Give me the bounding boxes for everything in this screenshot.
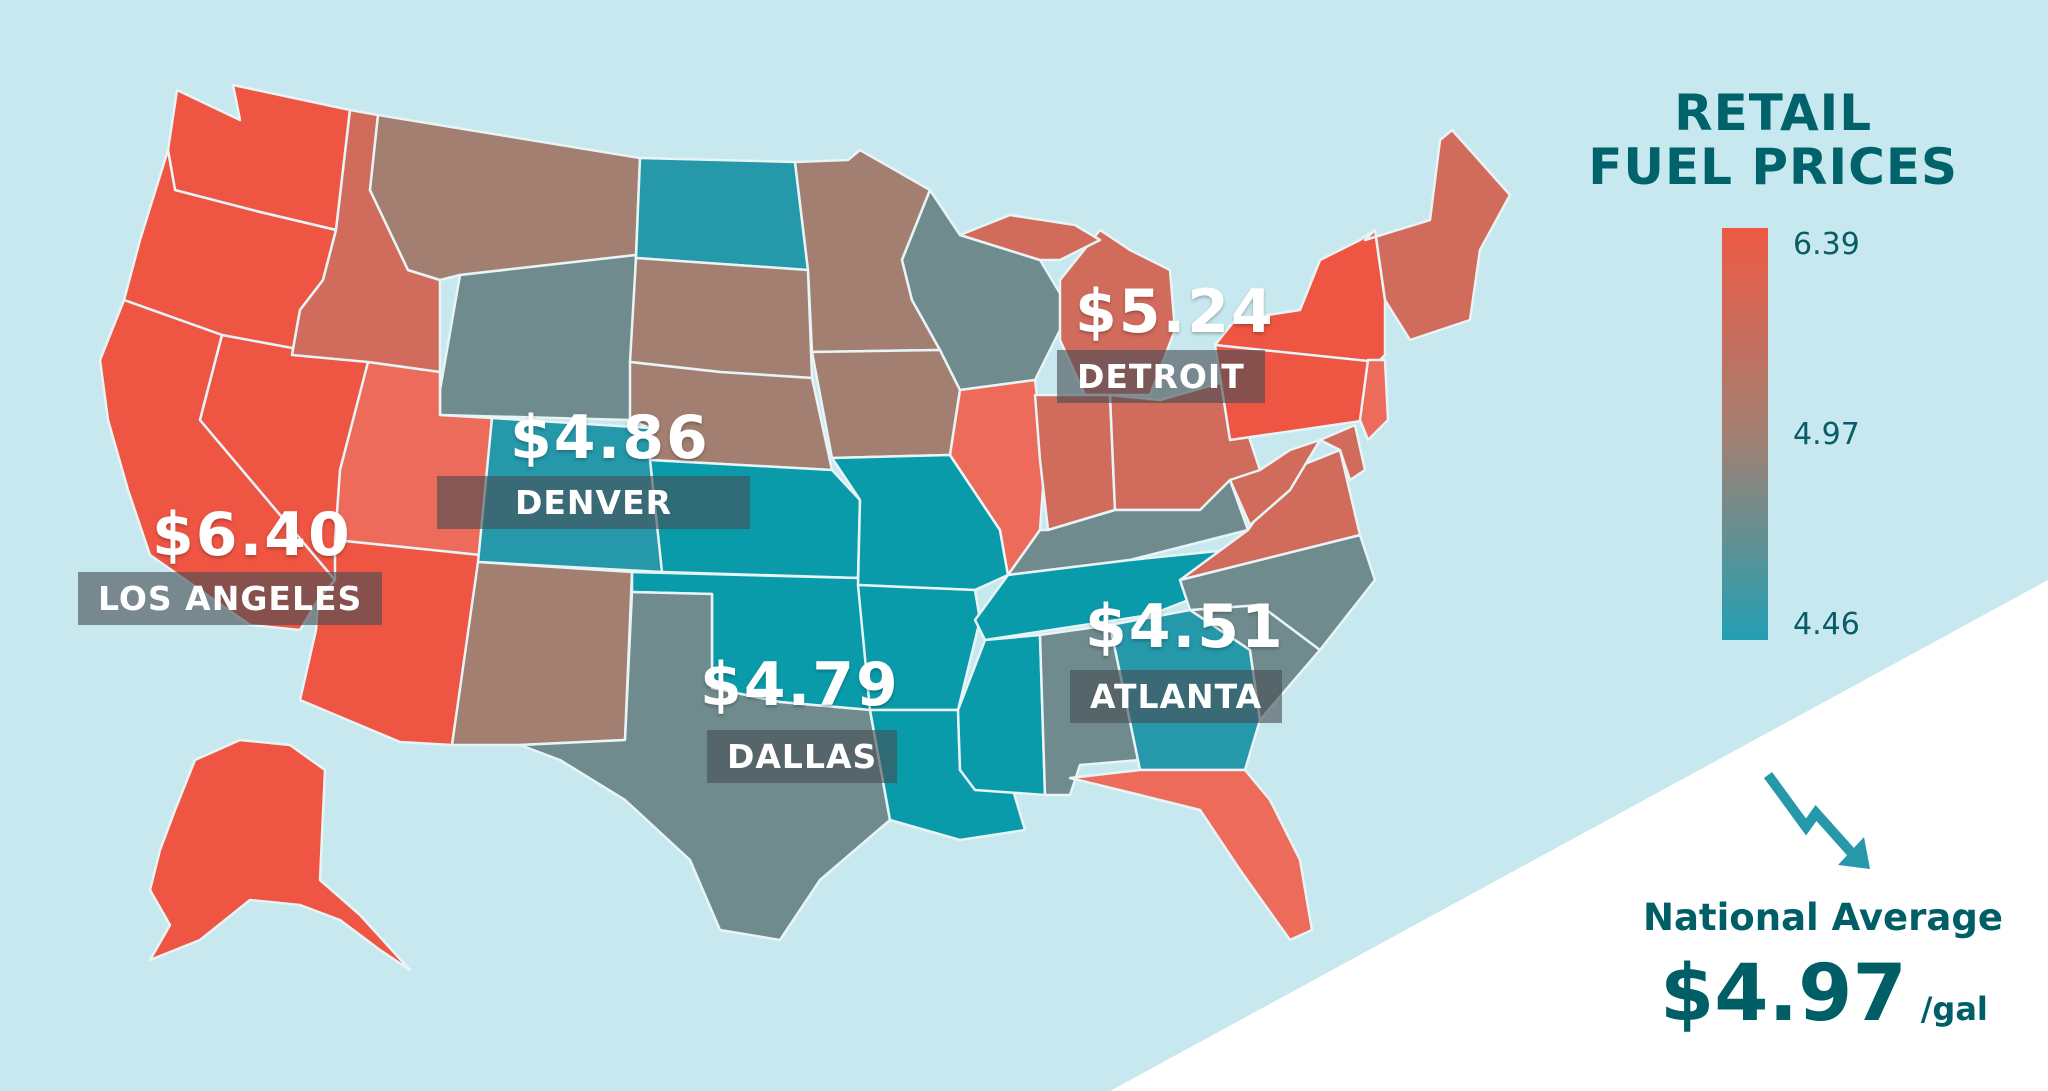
city-price-denver: $4.86	[510, 403, 710, 473]
state-new-mexico	[450, 560, 634, 747]
state-north-dakota	[634, 156, 810, 272]
down-trend-arrow-icon	[1763, 772, 1870, 869]
national-average-label: National Average	[1643, 896, 2003, 939]
legend-title-line1: RETAIL	[1674, 84, 1873, 142]
state-arkansas	[856, 583, 982, 712]
city-price-atlanta: $4.51	[1085, 592, 1285, 662]
national-average-unit: /gal	[1920, 990, 1988, 1028]
city-label-dallas: DALLAS	[707, 730, 898, 783]
legend-min-label: 4.46	[1793, 607, 1860, 642]
state-wisconsin	[900, 188, 1072, 392]
state-texas	[518, 590, 892, 942]
state-virginia	[1178, 448, 1362, 582]
city-price-los-angeles: $6.40	[152, 500, 352, 570]
state-iowa	[810, 348, 962, 460]
state-montana	[368, 113, 642, 282]
state-south-dakota	[628, 256, 814, 380]
legend-title-line2: FUEL PRICES	[1588, 138, 1958, 196]
state-michigan-upper	[958, 213, 1102, 262]
national-average-value: $4.97	[1660, 949, 1907, 1039]
state-wyoming	[438, 253, 638, 422]
city-label-detroit: DETROIT	[1057, 350, 1265, 403]
state-maryland	[1318, 423, 1367, 482]
state-alaska	[148, 738, 412, 972]
state-indiana	[1033, 393, 1117, 532]
state-florida	[1068, 768, 1314, 942]
legend-max-label: 6.39	[1793, 227, 1860, 262]
state-new-jersey	[1358, 358, 1390, 442]
legend-mid-label: 4.97	[1793, 417, 1860, 452]
city-label-atlanta: ATLANTA	[1070, 670, 1283, 723]
city-price-detroit: $5.24	[1075, 277, 1275, 347]
national-average-value-row: $4.97/gal	[1660, 955, 1988, 1033]
legend-title: RETAIL FUEL PRICES	[1588, 86, 1958, 194]
state-new-england	[1363, 128, 1512, 342]
city-label-denver: DENVER	[437, 476, 751, 529]
city-price-dallas: $4.79	[700, 650, 900, 720]
city-label-los-angeles: LOS ANGELES	[78, 572, 383, 625]
legend-color-scale	[1722, 228, 1768, 640]
